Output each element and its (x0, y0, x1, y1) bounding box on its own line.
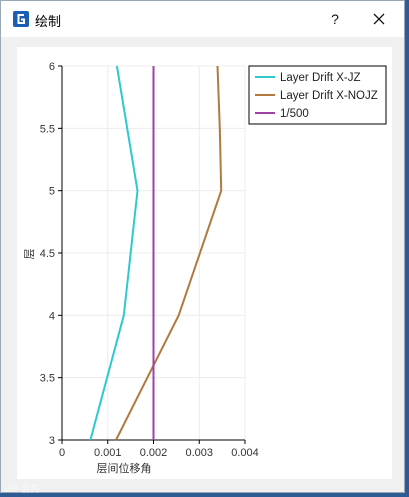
y-tick-label: 5 (49, 186, 55, 198)
x-axis-label: 层间位移角 (97, 461, 152, 475)
x-tick-label: 0 (59, 447, 65, 459)
window-title: 绘制 (35, 15, 62, 30)
title-bar: 绘制 ? (1, 1, 404, 37)
close-icon[interactable] (365, 6, 393, 32)
y-tick-label: 5.5 (40, 123, 55, 135)
y-tick-label: 3 (49, 435, 55, 447)
help-button[interactable]: ? (331, 11, 339, 27)
y-tick-label: 6 (49, 61, 55, 73)
plot-panel: 0 0.001 0.002 0.003 0.004 3 3.5 4 4.5 5 5.5 6 层间位移角… (17, 47, 392, 479)
y-tick-label: 4.5 (40, 248, 55, 260)
x-tick-label: 0.002 (140, 447, 168, 459)
legend: Layer Drift X-JZ Layer Drift X-NOJZ 1/500 (248, 65, 387, 125)
y-tick-label: 4 (49, 310, 55, 322)
x-tick-label: 0.004 (231, 447, 259, 459)
axes: 0 0.001 0.002 0.003 0.004 3 3.5 4 4.5 5 5.5 6 (40, 61, 259, 459)
series-line-1 (89, 65, 139, 441)
watermark-text: VIP 会员 (4, 485, 40, 495)
legend-label: Layer Drift X-JZ (280, 72, 361, 84)
drift-chart: 0 0.001 0.002 0.003 0.004 3 3.5 4 4.5 5 5.5 6 层间位移角… (23, 61, 387, 475)
series-layer (89, 65, 223, 441)
y-tick-label: 3.5 (40, 373, 55, 385)
x-tick-label: 0.001 (94, 447, 122, 459)
series-line-2 (115, 65, 223, 441)
legend-label: Layer Drift X-NOJZ (280, 90, 378, 102)
app-logo-icon (13, 11, 29, 27)
legend-label: 1/500 (280, 108, 309, 120)
x-tick-label: 0.003 (185, 447, 213, 459)
y-axis-label: 层 (23, 249, 36, 260)
